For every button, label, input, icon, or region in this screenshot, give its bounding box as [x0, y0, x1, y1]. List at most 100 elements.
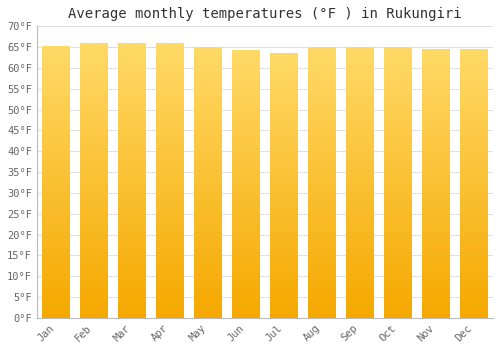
- Bar: [80, 203, 108, 208]
- Bar: [308, 178, 336, 182]
- Bar: [422, 313, 450, 318]
- Bar: [384, 65, 411, 70]
- Bar: [156, 295, 184, 300]
- Bar: [194, 300, 222, 304]
- Bar: [118, 112, 146, 116]
- Bar: [270, 247, 297, 252]
- Bar: [42, 268, 70, 273]
- Bar: [42, 232, 70, 236]
- Bar: [156, 107, 184, 112]
- Bar: [80, 121, 108, 125]
- Bar: [42, 109, 70, 114]
- Bar: [346, 74, 374, 79]
- Bar: [346, 228, 374, 232]
- Bar: [270, 92, 297, 97]
- Bar: [42, 87, 70, 91]
- Bar: [232, 282, 260, 287]
- Bar: [42, 191, 70, 195]
- Bar: [346, 56, 374, 61]
- Bar: [194, 160, 222, 164]
- Bar: [118, 52, 146, 57]
- Bar: [460, 241, 487, 246]
- Bar: [346, 300, 374, 304]
- Bar: [384, 74, 411, 79]
- Bar: [384, 255, 411, 259]
- Bar: [156, 89, 184, 93]
- Bar: [460, 161, 487, 166]
- Bar: [346, 259, 374, 264]
- Bar: [156, 112, 184, 116]
- Bar: [118, 139, 146, 144]
- Bar: [42, 214, 70, 218]
- Bar: [460, 139, 487, 143]
- Bar: [194, 88, 222, 92]
- Bar: [308, 101, 336, 106]
- Bar: [194, 273, 222, 277]
- Bar: [156, 66, 184, 70]
- Bar: [384, 210, 411, 214]
- Bar: [460, 286, 487, 291]
- Bar: [422, 233, 450, 237]
- Bar: [42, 304, 70, 309]
- Bar: [422, 300, 450, 304]
- Bar: [384, 223, 411, 228]
- Bar: [42, 173, 70, 177]
- Bar: [422, 89, 450, 93]
- Bar: [194, 155, 222, 160]
- Bar: [270, 225, 297, 229]
- Bar: [346, 286, 374, 291]
- Bar: [80, 98, 108, 103]
- Bar: [346, 101, 374, 106]
- Bar: [194, 268, 222, 273]
- Bar: [80, 148, 108, 153]
- Bar: [308, 88, 336, 92]
- Bar: [270, 252, 297, 256]
- Bar: [384, 97, 411, 101]
- Bar: [42, 223, 70, 227]
- Bar: [194, 295, 222, 300]
- Bar: [308, 65, 336, 70]
- Bar: [194, 228, 222, 232]
- Bar: [308, 286, 336, 291]
- Bar: [194, 173, 222, 178]
- Bar: [460, 49, 487, 53]
- Bar: [384, 313, 411, 318]
- Bar: [194, 114, 222, 119]
- Bar: [80, 153, 108, 158]
- Bar: [232, 256, 260, 260]
- Bar: [118, 70, 146, 75]
- Bar: [308, 115, 336, 119]
- Bar: [118, 276, 146, 281]
- Bar: [232, 215, 260, 220]
- Bar: [384, 115, 411, 119]
- Bar: [80, 61, 108, 66]
- Bar: [270, 61, 297, 66]
- Bar: [80, 162, 108, 167]
- Bar: [118, 313, 146, 318]
- Bar: [422, 246, 450, 251]
- Bar: [42, 55, 70, 60]
- Bar: [80, 89, 108, 93]
- Bar: [460, 192, 487, 197]
- Bar: [194, 254, 222, 259]
- Bar: [346, 137, 374, 142]
- Bar: [232, 184, 260, 189]
- Bar: [194, 137, 222, 142]
- Bar: [118, 245, 146, 249]
- Bar: [308, 74, 336, 79]
- Bar: [308, 155, 336, 160]
- Bar: [118, 61, 146, 66]
- Bar: [232, 202, 260, 206]
- Bar: [42, 141, 70, 146]
- Bar: [42, 73, 70, 78]
- Bar: [308, 210, 336, 214]
- Bar: [156, 144, 184, 148]
- Bar: [42, 245, 70, 250]
- Bar: [156, 43, 184, 48]
- Bar: [270, 265, 297, 269]
- Bar: [384, 246, 411, 250]
- Bar: [422, 228, 450, 233]
- Bar: [42, 282, 70, 286]
- Bar: [384, 79, 411, 83]
- Bar: [232, 197, 260, 202]
